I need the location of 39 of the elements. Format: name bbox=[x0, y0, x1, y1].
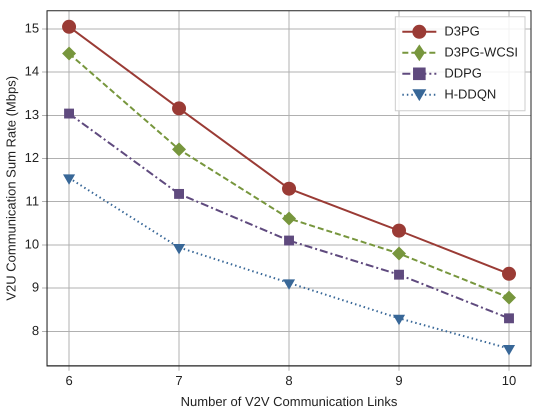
legend-label: DDPG bbox=[444, 65, 482, 80]
y-tick-label: 13 bbox=[24, 106, 40, 122]
point bbox=[172, 101, 186, 116]
x-tick-label: 6 bbox=[65, 373, 73, 388]
point bbox=[172, 244, 186, 254]
y-tick-label: 11 bbox=[26, 193, 40, 208]
x-tick-label: 10 bbox=[502, 373, 516, 388]
point bbox=[502, 290, 516, 305]
point bbox=[394, 270, 404, 280]
y-tick-label: 8 bbox=[32, 322, 40, 338]
y-tick-label: 10 bbox=[24, 236, 40, 252]
legend-label: H-DDQN bbox=[444, 86, 496, 102]
point bbox=[392, 314, 406, 326]
point bbox=[502, 266, 516, 281]
point bbox=[282, 212, 296, 226]
point bbox=[504, 313, 514, 324]
y-tick-label: 12 bbox=[24, 150, 40, 166]
y-axis-title: V2U Communication Sum Rate (Mbps) bbox=[3, 76, 18, 301]
y-tick-label: 15 bbox=[24, 20, 40, 36]
x-tick-label: 7 bbox=[175, 373, 183, 388]
point bbox=[282, 279, 296, 290]
point bbox=[62, 20, 76, 34]
point bbox=[64, 108, 74, 119]
point bbox=[502, 345, 516, 356]
point bbox=[392, 224, 406, 238]
point bbox=[282, 182, 296, 196]
point bbox=[62, 46, 76, 61]
x-tick-label: 8 bbox=[285, 373, 293, 388]
point bbox=[62, 174, 76, 185]
point bbox=[174, 188, 184, 199]
x-axis-title: Number of V2V Communication Links bbox=[180, 394, 398, 409]
x-tick-label: 9 bbox=[395, 373, 403, 388]
point bbox=[392, 246, 406, 261]
point bbox=[284, 236, 294, 246]
legend-label: D3PG-WCSI bbox=[444, 44, 518, 60]
point bbox=[172, 142, 186, 156]
y-tick-label: 9 bbox=[32, 280, 40, 295]
legend-label: D3PG bbox=[444, 23, 480, 38]
y-tick-label: 14 bbox=[24, 64, 40, 79]
